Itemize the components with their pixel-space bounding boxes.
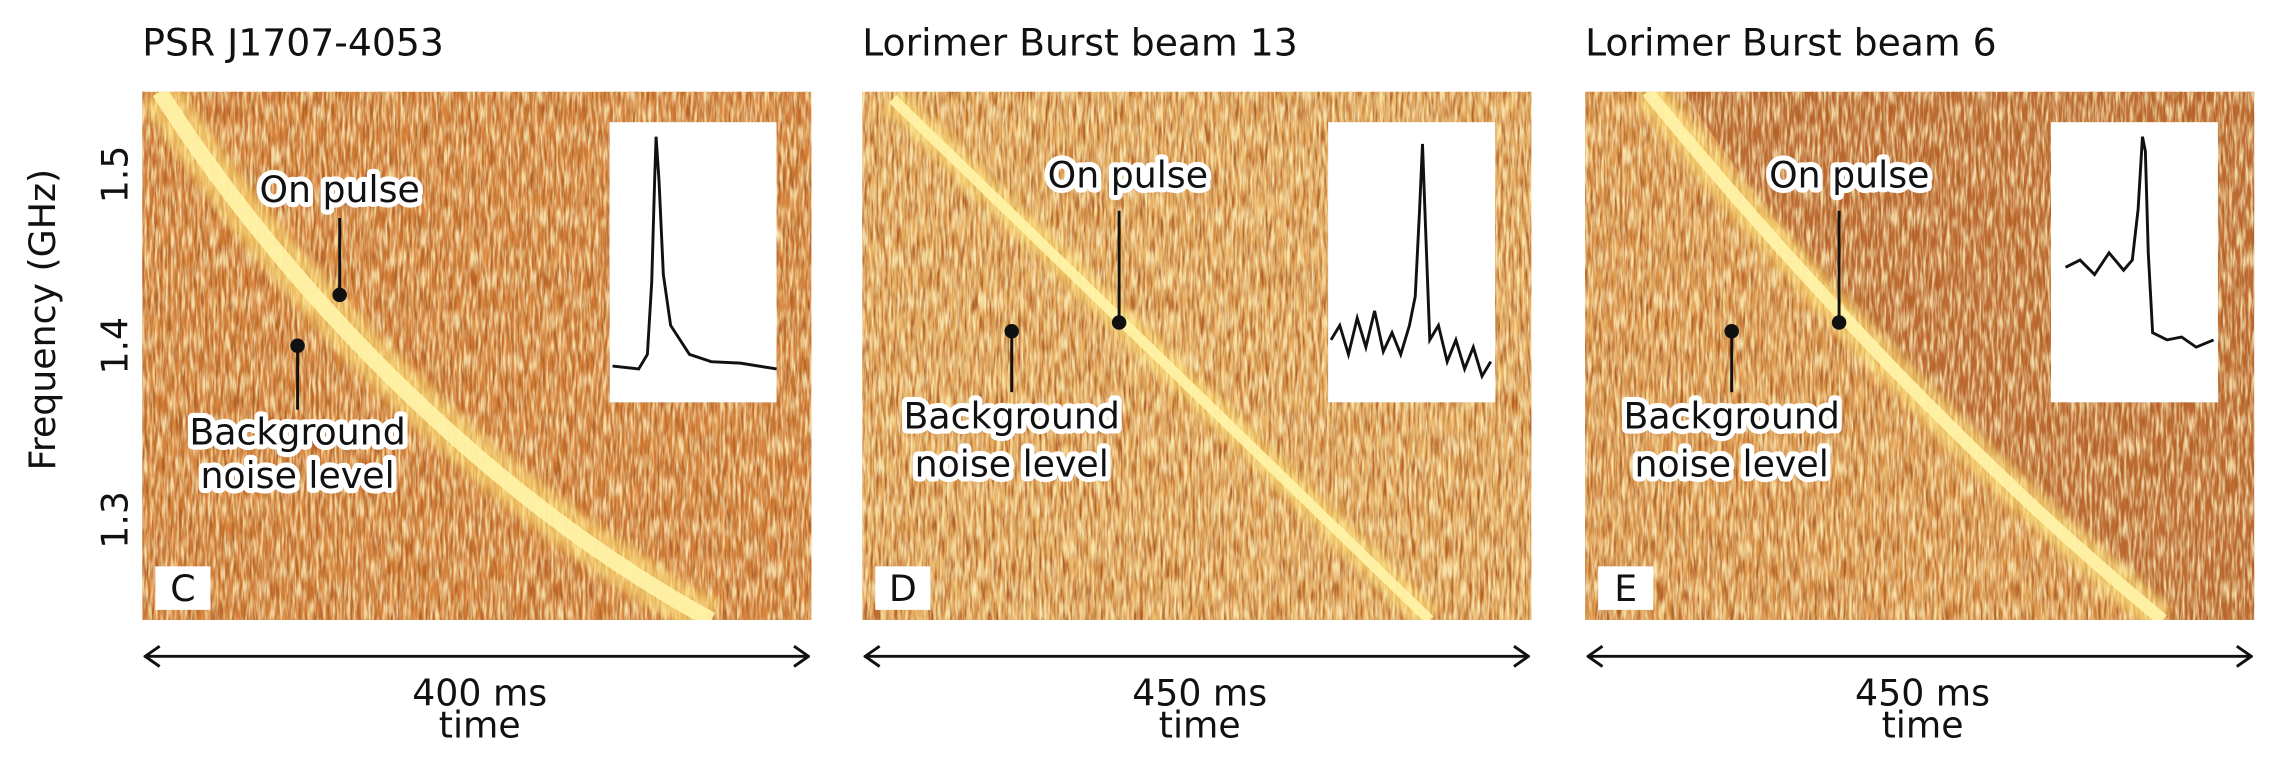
inset-box — [609, 122, 777, 403]
pulse-track — [1642, 91, 2167, 621]
callout-dot — [332, 287, 347, 303]
background-label: Background — [189, 410, 405, 453]
panel-title: Lorimer Burst beam 13 — [862, 20, 1298, 64]
background-label: noise level — [200, 454, 394, 497]
y-axis-label: Frequency (GHz) — [21, 169, 64, 471]
pulse-track — [889, 95, 1434, 621]
panel: Lorimer Burst beam 6 On pulse Background no… — [1585, 20, 2255, 747]
duration-label: 450 ms — [1855, 672, 1990, 715]
x-axis-label: time — [1882, 704, 1964, 747]
callout-dot — [1111, 315, 1127, 330]
inset-profile — [2064, 136, 2215, 349]
background-label: noise level — [915, 442, 1109, 485]
callout-dot — [290, 338, 305, 353]
x-axis-label: time — [1159, 704, 1241, 747]
panel-title: Lorimer Burst beam 6 — [1585, 20, 1997, 64]
panel-letter: D — [889, 567, 917, 610]
panel-letter: E — [1614, 567, 1637, 610]
letter-box — [875, 566, 931, 610]
y-tick-label: 1.3 — [94, 491, 137, 549]
on-pulse-label: On pulse — [1769, 153, 1929, 196]
y-tick-label: 1.4 — [94, 317, 137, 375]
background-label: Background — [1623, 394, 1839, 437]
on-pulse-label: On pulse — [259, 168, 419, 211]
panel-letter: C — [170, 567, 195, 610]
letter-box — [1598, 566, 1654, 610]
inset-profile — [1329, 143, 1492, 380]
y-tick-label: 1.5 — [94, 146, 137, 204]
inset-profile — [612, 136, 777, 371]
panel-title: PSR J1707-4053 — [142, 20, 444, 64]
background-label: noise level — [1635, 442, 1829, 485]
background-label: Background — [904, 394, 1120, 437]
duration-label: 400 ms — [412, 672, 547, 715]
x-axis-label: time — [439, 704, 521, 747]
duration-label: 450 ms — [1132, 672, 1267, 715]
callout-dot — [1831, 315, 1847, 330]
pulse-track — [152, 91, 716, 621]
panel: Lorimer Burst beam 13 On pulse Background n… — [862, 20, 1532, 747]
callout-dot — [1004, 323, 1019, 339]
on-pulse-label: On pulse — [1048, 153, 1208, 196]
inset-box — [1328, 122, 1496, 403]
letter-box — [155, 566, 211, 610]
callout-dot — [1724, 323, 1739, 339]
